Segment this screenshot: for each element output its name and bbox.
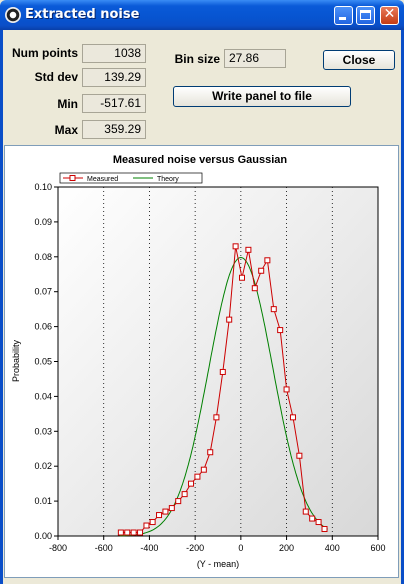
data-point-measured bbox=[264, 257, 271, 264]
data-point-measured bbox=[270, 306, 277, 313]
data-point-measured bbox=[213, 414, 220, 421]
close-button[interactable]: Close bbox=[323, 50, 395, 70]
std-dev-label: Std dev bbox=[34, 70, 78, 84]
data-point-measured bbox=[277, 327, 284, 334]
plot-panel: Measured noise versus Gaussian -800 -600-… bbox=[4, 145, 399, 578]
y-tick-label: 0.02 bbox=[34, 461, 52, 471]
y-tick-label: 0.01 bbox=[34, 496, 52, 506]
plot-area bbox=[57, 186, 379, 537]
data-point-measured bbox=[245, 246, 252, 253]
series-points-measured bbox=[117, 243, 328, 536]
y-tick-label: 0.06 bbox=[34, 322, 52, 332]
num-points-label: Num points bbox=[12, 46, 78, 60]
y-tick-label: 0.09 bbox=[34, 217, 52, 227]
close-icon: ✕ bbox=[383, 6, 396, 22]
data-point-measured bbox=[181, 491, 188, 498]
data-point-measured bbox=[124, 529, 131, 536]
legend-label-theory: Theory bbox=[157, 176, 179, 183]
window-title: Extracted noise bbox=[25, 7, 140, 22]
data-point-measured bbox=[219, 368, 226, 375]
y-tick-label: 0.03 bbox=[34, 426, 52, 436]
data-point-measured bbox=[149, 519, 156, 526]
window-frame-left bbox=[0, 30, 3, 584]
y-axis: 0.00 0.01 0.02 0.03 0.04 0.05 0.06 0.07 0.08 0.09… bbox=[34, 182, 58, 541]
chart: Measured noise versus Gaussian -800 -600-… bbox=[11, 154, 386, 569]
y-tick-label: 0.04 bbox=[34, 391, 52, 401]
max-value: 359.29 bbox=[82, 120, 146, 139]
data-point-measured bbox=[137, 529, 144, 536]
data-point-measured bbox=[309, 515, 316, 522]
y-tick-label: 0.08 bbox=[34, 252, 52, 262]
y-axis-label: Probability bbox=[11, 339, 21, 382]
data-point-measured bbox=[296, 452, 303, 459]
series-line-theory bbox=[119, 256, 328, 537]
minimize-icon bbox=[339, 17, 346, 20]
x-tick-label: 200 bbox=[279, 543, 294, 553]
window-frame-right bbox=[401, 30, 404, 584]
write-panel-button[interactable]: Write panel to file bbox=[173, 86, 351, 107]
data-point-measured bbox=[156, 512, 163, 519]
x-tick-label: 400 bbox=[325, 543, 340, 553]
x-tick-label: -200 bbox=[186, 543, 204, 553]
legend: Measured Theory bbox=[59, 172, 203, 184]
data-point-measured bbox=[168, 505, 175, 512]
title-bar[interactable]: Extracted noise ✕ bbox=[0, 0, 404, 30]
data-point-measured bbox=[188, 480, 195, 487]
data-point-measured bbox=[143, 522, 150, 529]
data-point-measured bbox=[239, 274, 245, 281]
y-tick-label: 0.10 bbox=[34, 182, 52, 192]
data-point-measured bbox=[289, 414, 296, 421]
x-axis: -800 -600 -400 -200 0 200 400 600 bbox=[49, 536, 386, 553]
data-point-measured bbox=[302, 508, 309, 515]
y-tick-label: 0.05 bbox=[34, 357, 52, 367]
max-label: Max bbox=[54, 123, 78, 137]
num-points-value: 1038 bbox=[82, 44, 146, 63]
data-point-measured bbox=[194, 473, 201, 480]
x-tick-label: 600 bbox=[370, 543, 385, 553]
x-tick-label: 0 bbox=[238, 543, 243, 553]
y-tick-label: 0.00 bbox=[34, 531, 52, 541]
legend-marker-measured bbox=[69, 175, 76, 181]
min-label: Min bbox=[57, 97, 78, 111]
maximize-button[interactable] bbox=[356, 6, 375, 25]
data-point-measured bbox=[226, 316, 233, 323]
x-tick-label: -600 bbox=[95, 543, 113, 553]
bin-size-label: Bin size bbox=[174, 52, 220, 66]
data-point-measured bbox=[207, 449, 214, 456]
maximize-icon bbox=[360, 10, 371, 20]
data-point-measured bbox=[283, 386, 290, 393]
data-point-measured bbox=[315, 519, 322, 526]
min-value: -517.61 bbox=[82, 94, 146, 113]
std-dev-value: 139.29 bbox=[82, 68, 146, 87]
legend-box bbox=[59, 172, 203, 184]
y-tick-label: 0.07 bbox=[34, 287, 52, 297]
bin-size-value: 27.86 bbox=[224, 49, 286, 68]
data-point-measured bbox=[130, 529, 137, 536]
data-point-measured bbox=[232, 243, 239, 250]
data-point-measured bbox=[175, 498, 182, 505]
x-axis-label: (Y - mean) bbox=[197, 559, 239, 569]
x-tick-label: -800 bbox=[49, 543, 67, 553]
chart-title: Measured noise versus Gaussian bbox=[113, 154, 288, 166]
minimize-button[interactable] bbox=[334, 6, 353, 25]
window-close-button[interactable]: ✕ bbox=[380, 6, 399, 25]
legend-label-measured: Measured bbox=[87, 176, 118, 183]
data-point-measured bbox=[251, 285, 258, 292]
data-point-measured bbox=[200, 466, 207, 473]
app-icon bbox=[5, 7, 21, 23]
data-point-measured bbox=[258, 267, 265, 274]
data-point-measured bbox=[117, 529, 124, 536]
data-point-measured bbox=[321, 526, 328, 533]
data-point-measured bbox=[162, 508, 169, 515]
x-tick-label: -400 bbox=[140, 543, 158, 553]
